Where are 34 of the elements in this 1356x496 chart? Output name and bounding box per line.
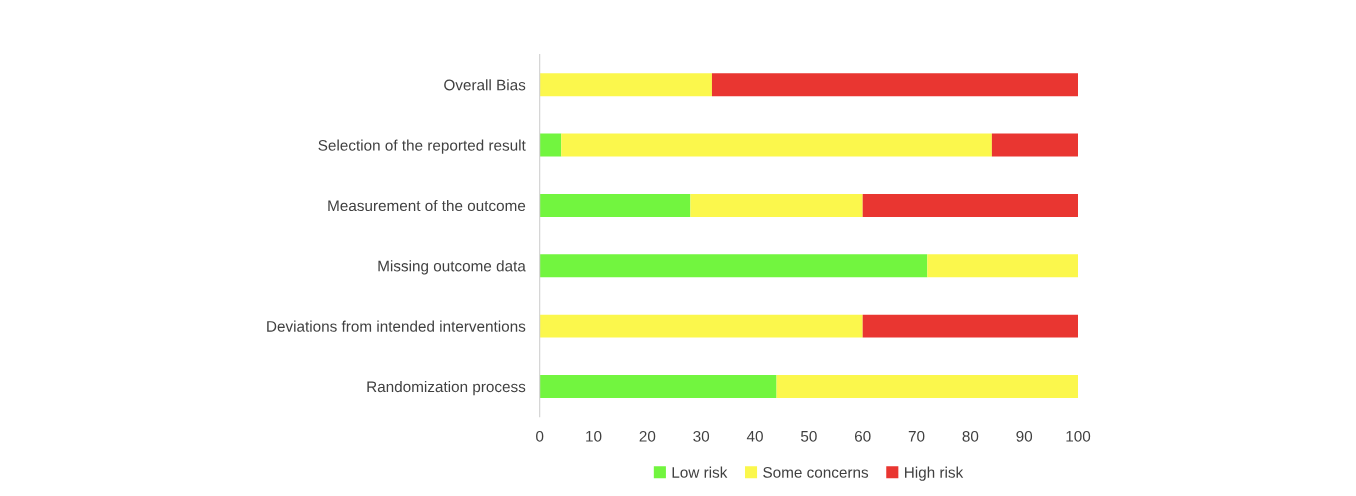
- x-tick-label: 70: [908, 430, 925, 442]
- x-tick-label: 10: [586, 430, 602, 442]
- bar: [711, 73, 1079, 97]
- x-tick-label: 60: [854, 430, 871, 442]
- bar: [862, 314, 1079, 338]
- x-tick-label: 30: [693, 430, 710, 442]
- bar: [690, 193, 863, 217]
- legend-label: High risk: [905, 466, 964, 481]
- y-tick-label: Deviations from intended interventions: [267, 320, 526, 332]
- bar: [991, 133, 1079, 157]
- legend-label: Some concerns: [763, 467, 869, 478]
- y-tick-label: Measurement of the outcome: [328, 199, 526, 212]
- x-tick-label: 20: [639, 430, 656, 442]
- y-tick-label: Missing outcome data: [378, 260, 526, 275]
- y-tick-label: Randomization process: [367, 380, 526, 396]
- bar: [539, 254, 928, 278]
- legend-label: Low risk: [672, 466, 728, 478]
- bar: [539, 73, 712, 97]
- x-tick-label: 0: [536, 430, 544, 442]
- x-tick-label: 50: [800, 430, 817, 442]
- bar: [862, 193, 1079, 217]
- bar: [561, 133, 992, 157]
- bar: [927, 254, 1079, 278]
- x-tick-label: 90: [1016, 430, 1033, 442]
- bar: [539, 133, 562, 157]
- y-tick-label: Selection of the reported result: [318, 139, 526, 154]
- bar: [539, 193, 691, 217]
- bar: [539, 375, 777, 398]
- x-tick-label: 40: [746, 430, 763, 442]
- x-tick-label: 80: [962, 430, 979, 442]
- bar: [776, 375, 1079, 398]
- x-tick-label: 100: [1066, 430, 1091, 442]
- bar: [539, 314, 863, 338]
- y-tick-label: Overall Bias: [444, 79, 526, 91]
